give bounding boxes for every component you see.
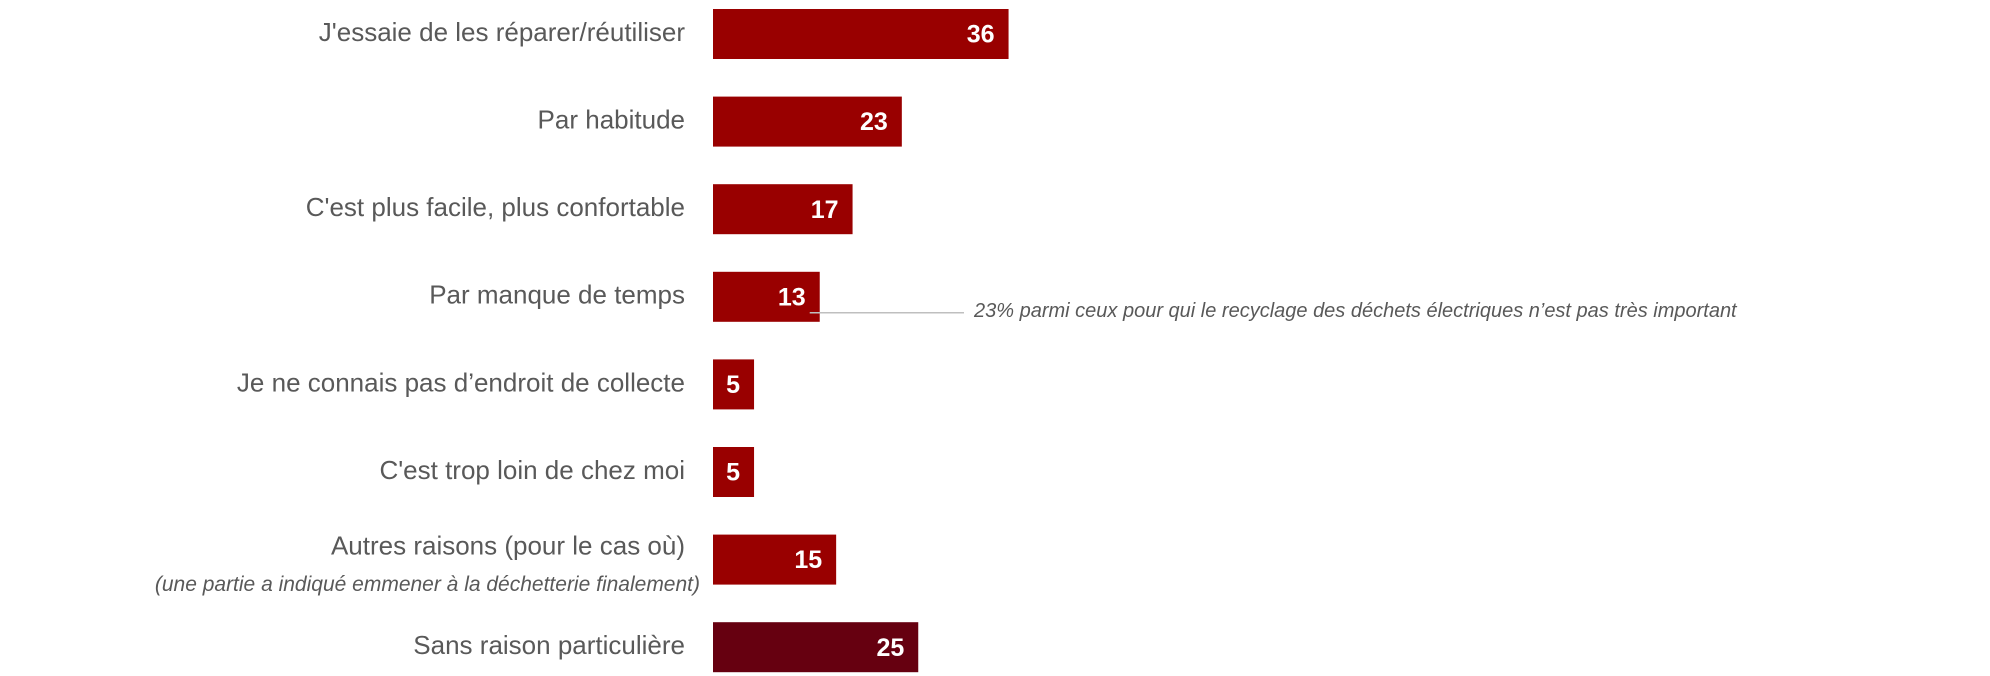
category-label: Par manque de temps — [429, 280, 685, 310]
category-note: (une partie a indiqué emmener à la déche… — [155, 573, 700, 596]
bar — [713, 534, 837, 585]
bar — [713, 622, 919, 673]
bar — [713, 96, 902, 147]
data-label: 13 — [778, 283, 806, 311]
data-label: 17 — [811, 196, 839, 224]
data-label: 36 — [967, 21, 995, 49]
data-label: 15 — [794, 546, 822, 574]
bar — [713, 184, 853, 235]
category-label: Autres raisons (pour le cas où) — [331, 530, 685, 560]
category-label: Sans raison particulière — [413, 630, 685, 660]
data-label: 5 — [726, 459, 740, 487]
bar — [713, 447, 755, 497]
bar — [713, 9, 1009, 59]
data-label: 5 — [726, 371, 740, 399]
bar — [713, 359, 755, 410]
category-label: Par habitude — [538, 104, 685, 134]
data-label: 25 — [876, 634, 904, 662]
category-label: J'essaie de les réparer/réutiliser — [319, 17, 686, 47]
annotation: 23% parmi ceux pour qui le recyclage des… — [973, 300, 1738, 322]
category-label: Je ne connais pas d’endroit de collecte — [237, 367, 685, 397]
category-label: C'est plus facile, plus confortable — [306, 192, 685, 222]
bar — [713, 271, 820, 322]
data-label: 23 — [860, 108, 888, 136]
category-label: C'est trop loin de chez moi — [379, 455, 685, 485]
